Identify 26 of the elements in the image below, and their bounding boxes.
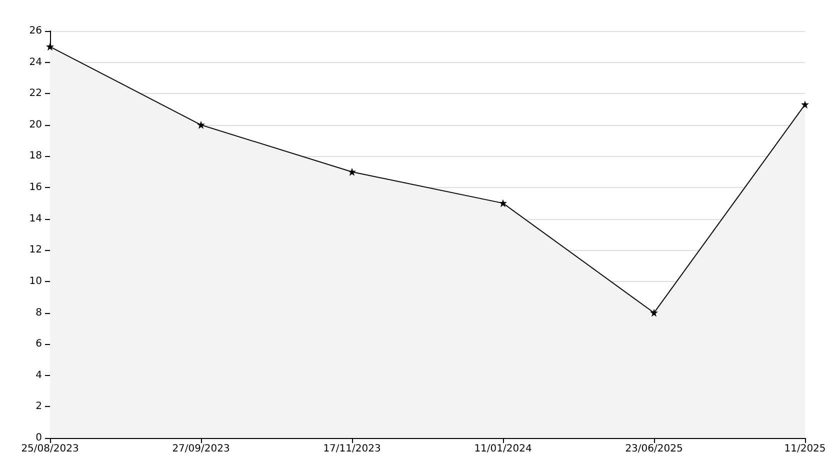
point xyxy=(348,168,356,176)
y-tick-label: 18 xyxy=(29,150,42,162)
point xyxy=(650,308,658,317)
x-tick-label: 23/06/2025 xyxy=(625,444,683,454)
y-tick-label: 26 xyxy=(29,26,42,36)
y-tick-label: 16 xyxy=(29,182,42,194)
point xyxy=(499,199,507,208)
point xyxy=(801,100,809,109)
y-tick-label: 10 xyxy=(29,276,42,287)
x-tick-label: 27/09/2023 xyxy=(172,444,230,454)
y-tick-label: 24 xyxy=(29,56,42,68)
point xyxy=(197,120,205,129)
x-tick-label: 17/11/2023 xyxy=(323,444,381,454)
y-tick-label: 2 xyxy=(36,401,42,412)
x-tick-label: 11/2025 xyxy=(784,444,826,454)
x-tick-label: 11/01/2024 xyxy=(474,444,532,454)
y-tick-label: 4 xyxy=(36,370,42,381)
y-tick-label: 6 xyxy=(36,338,42,350)
y-tick-label: 8 xyxy=(36,307,42,318)
x-tick-label: 25/08/2023 xyxy=(21,444,79,454)
point xyxy=(46,42,54,51)
y-tick-label: 22 xyxy=(29,88,42,100)
y-tick-label: 0 xyxy=(36,432,42,444)
y-tick-label: 12 xyxy=(29,244,42,256)
y-tick-label: 20 xyxy=(29,119,42,130)
y-tick-label: 14 xyxy=(29,213,42,224)
